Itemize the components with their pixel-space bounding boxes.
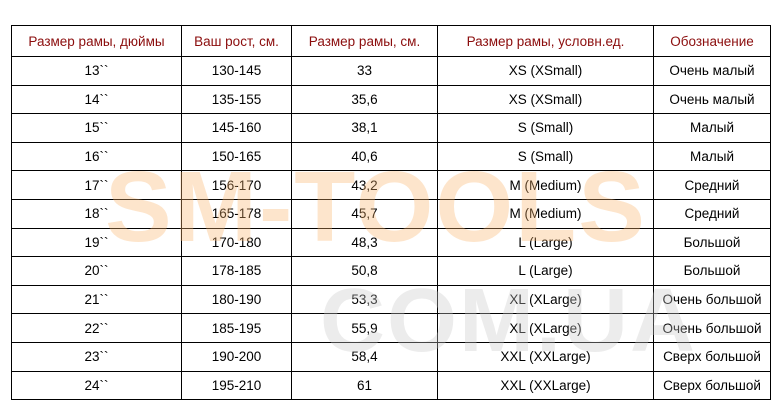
- table-cell: M (Medium): [437, 198, 654, 229]
- table-cell: 23``: [11, 341, 182, 372]
- table-cell: 20``: [11, 256, 182, 286]
- table-cell: Очень малый: [653, 84, 771, 115]
- table-row: 18`` 165-178 45,7 M (Medium) Средний: [11, 198, 771, 229]
- table-row: 19`` 170-180 48,3 L (Large) Большой: [11, 227, 771, 258]
- table-cell: 195-210: [181, 370, 292, 401]
- table-cell: 185-195: [181, 313, 292, 343]
- table-cell: 150-165: [181, 141, 292, 172]
- table-cell: 18``: [11, 198, 182, 229]
- table-cell: XL (XLarge): [437, 313, 654, 343]
- table-cell: 145-160: [181, 113, 292, 143]
- table-cell: 45,7: [291, 198, 438, 229]
- table-cell: L (Large): [437, 256, 654, 286]
- table-cell: 180-190: [181, 284, 292, 315]
- table-cell: 24``: [11, 370, 182, 401]
- table-cell: XS (XSmall): [437, 56, 654, 86]
- table-cell: Большой: [653, 227, 771, 258]
- table-cell: 21``: [11, 284, 182, 315]
- table-cell: Очень большой: [653, 313, 771, 343]
- table-cell: 178-185: [181, 256, 292, 286]
- table-cell: 58,4: [291, 341, 438, 372]
- table-cell: 43,2: [291, 170, 438, 200]
- table-cell: 16``: [11, 141, 182, 172]
- header-row: Размер рамы, дюймы Ваш рост, см. Размер ра…: [11, 25, 771, 57]
- column-header: Размер рамы, дюймы: [11, 25, 182, 57]
- table-row: 17`` 156-170 43,2 M (Medium) Средний: [11, 170, 771, 200]
- table-cell: Средний: [653, 198, 771, 229]
- frame-size-table: Размер рамы, дюймы Ваш рост, см. Размер ра…: [11, 25, 771, 401]
- table-row: 24`` 195-210 61 XXL (XXLarge) Сверх большой: [11, 370, 771, 401]
- table-cell: 165-178: [181, 198, 292, 229]
- table-cell: 135-155: [181, 84, 292, 115]
- table-cell: 40,6: [291, 141, 438, 172]
- table-cell: Сверх большой: [653, 341, 771, 372]
- table-cell: 38,1: [291, 113, 438, 143]
- table-cell: 53,3: [291, 284, 438, 315]
- table-cell: 55,9: [291, 313, 438, 343]
- table-row: 23`` 190-200 58,4 XXL (XXLarge) Сверх большо…: [11, 341, 771, 372]
- table-cell: 33: [291, 56, 438, 86]
- table-row: 21`` 180-190 53,3 XL (XLarge) Очень большой: [11, 284, 771, 315]
- table-cell: Большой: [653, 256, 771, 286]
- table-row: 16`` 150-165 40,6 S (Small) Малый: [11, 141, 771, 172]
- table-cell: 22``: [11, 313, 182, 343]
- table-cell: 15``: [11, 113, 182, 143]
- table-cell: 61: [291, 370, 438, 401]
- table-cell: Очень малый: [653, 56, 771, 86]
- table-cell: XS (XSmall): [437, 84, 654, 115]
- table-row: 20`` 178-185 50,8 L (Large) Большой: [11, 256, 771, 286]
- table-cell: Малый: [653, 141, 771, 172]
- table-cell: S (Small): [437, 141, 654, 172]
- table-cell: 13``: [11, 56, 182, 86]
- table-cell: 156-170: [181, 170, 292, 200]
- table-cell: XL (XLarge): [437, 284, 654, 315]
- table-cell: M (Medium): [437, 170, 654, 200]
- table-cell: S (Small): [437, 113, 654, 143]
- table-cell: XXL (XXLarge): [437, 370, 654, 401]
- table-cell: 170-180: [181, 227, 292, 258]
- table-row: 13`` 130-145 33 XS (XSmall) Очень малый: [11, 56, 771, 86]
- table-row: 15`` 145-160 38,1 S (Small) Малый: [11, 113, 771, 143]
- table-cell: 35,6: [291, 84, 438, 115]
- table-cell: 19``: [11, 227, 182, 258]
- table-row: 14`` 135-155 35,6 XS (XSmall) Очень малый: [11, 84, 771, 115]
- table-cell: XXL (XXLarge): [437, 341, 654, 372]
- table-cell: Средний: [653, 170, 771, 200]
- table-cell: 48,3: [291, 227, 438, 258]
- table-cell: Малый: [653, 113, 771, 143]
- table-cell: 130-145: [181, 56, 292, 86]
- table-cell: Очень большой: [653, 284, 771, 315]
- table-cell: 50,8: [291, 256, 438, 286]
- column-header: Размер рамы, условн.ед.: [437, 25, 654, 57]
- table-cell: 17``: [11, 170, 182, 200]
- table-cell: 14``: [11, 84, 182, 115]
- table-cell: L (Large): [437, 227, 654, 258]
- table-cell: Сверх большой: [653, 370, 771, 401]
- table-row: 22`` 185-195 55,9 XL (XLarge) Очень большой: [11, 313, 771, 343]
- table-cell: 190-200: [181, 341, 292, 372]
- column-header: Размер рамы, см.: [291, 25, 438, 57]
- column-header: Ваш рост, см.: [181, 25, 292, 57]
- column-header: Обозначение: [653, 25, 771, 57]
